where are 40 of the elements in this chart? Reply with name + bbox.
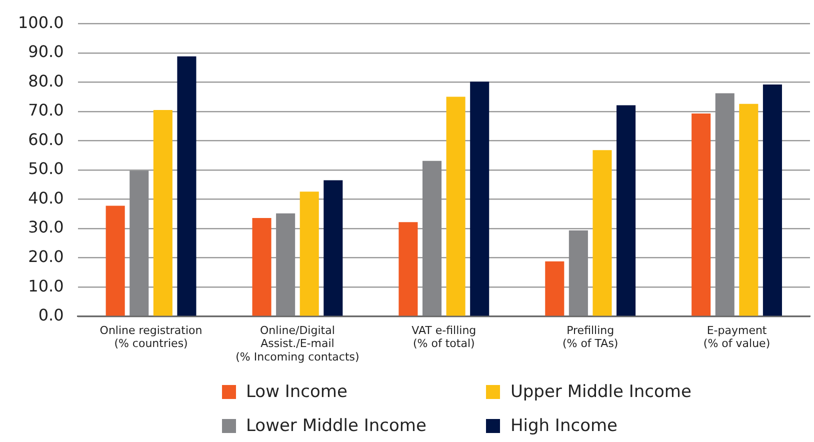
bar [252, 218, 272, 316]
bar [446, 96, 466, 316]
bar [324, 180, 343, 316]
y-tick-label: 90.0 [28, 42, 64, 62]
legend-label: Upper Middle Income [510, 382, 692, 402]
bar [177, 56, 196, 316]
bar [762, 84, 782, 316]
bar [470, 82, 490, 316]
y-tick-label: 10.0 [28, 276, 64, 296]
bar [398, 222, 418, 316]
legend-label: Low Income [246, 382, 348, 402]
bar [422, 160, 442, 316]
y-tick-label: 50.0 [28, 159, 64, 178]
y-tick-label: 60.0 [28, 130, 64, 149]
x-tick-label: E-payment (% of value) [703, 324, 770, 350]
bar [592, 150, 612, 316]
y-tick-label: 20.0 [28, 246, 64, 266]
legend-label: Lower Middle Income [246, 416, 426, 436]
x-tick-label: Prefilling (% of TAs) [562, 324, 618, 350]
bar [130, 170, 149, 316]
x-tick-label: Online/Digital Assist./E-mail (% Incoming contacts) [236, 324, 360, 364]
bar [692, 113, 711, 316]
y-tick-label: 100.0 [18, 12, 64, 32]
bar [715, 93, 734, 316]
bar [739, 104, 758, 316]
y-tick-label: 30.0 [28, 218, 64, 237]
y-tick-label: 40.0 [28, 188, 64, 208]
bar [276, 213, 296, 316]
bar [545, 261, 564, 316]
bar [300, 192, 319, 316]
x-tick-label: VAT e-filling (% of total) [412, 324, 476, 350]
bar [153, 110, 172, 316]
bar [616, 105, 636, 316]
y-tick-label: 0.0 [38, 306, 64, 325]
legend-label: High Income [510, 416, 618, 436]
y-tick-label: 80.0 [28, 71, 64, 90]
y-tick-label: 70.0 [28, 100, 64, 120]
x-tick-label: Online registration (% countries) [100, 324, 202, 350]
bar [568, 230, 588, 316]
bar [106, 206, 125, 316]
